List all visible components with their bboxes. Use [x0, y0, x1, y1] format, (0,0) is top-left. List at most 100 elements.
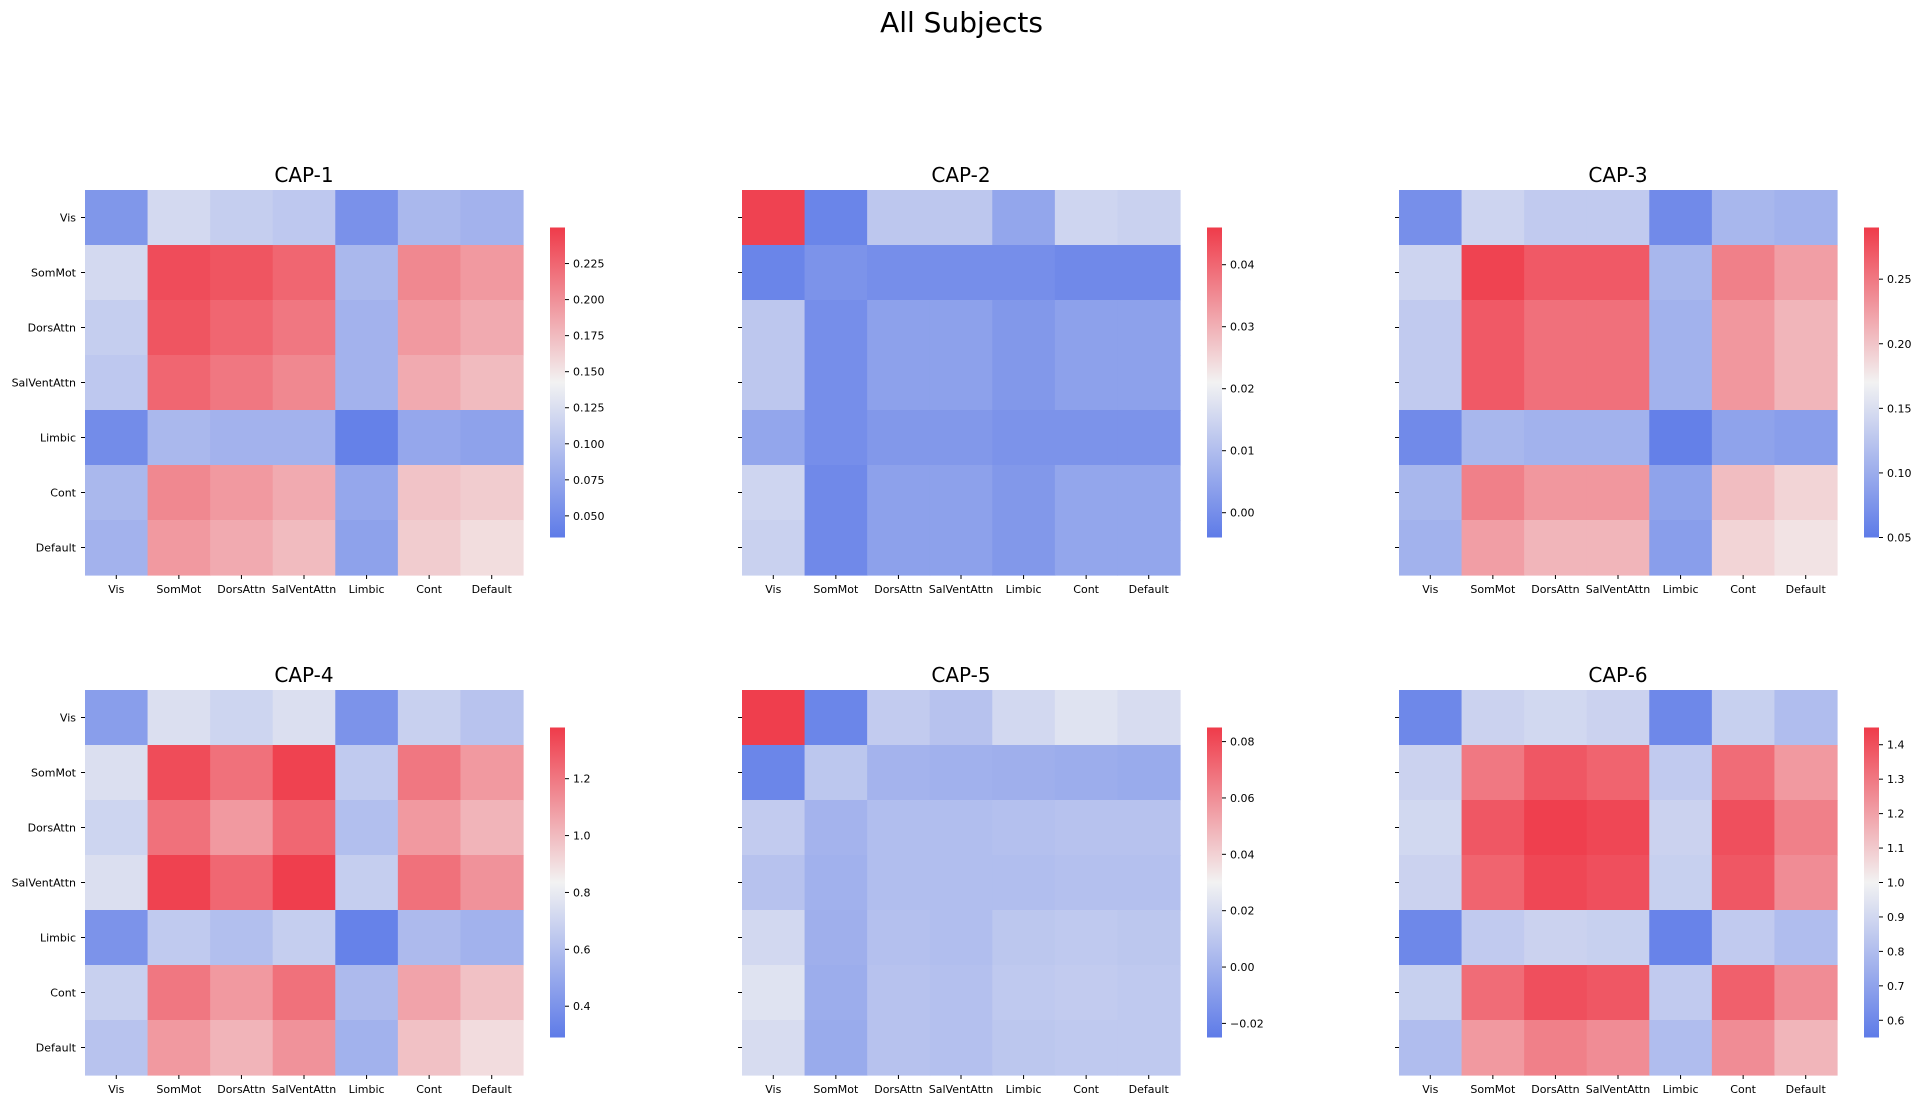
heatmap-cell: [992, 410, 1056, 466]
colorbar-tick-label: 0.04: [1230, 259, 1255, 272]
heatmap-cell: [804, 465, 868, 521]
colorbar-tick-label: 0.8: [573, 886, 591, 899]
heatmap-cell: [147, 355, 211, 411]
heatmap-cell: [1461, 690, 1525, 746]
heatmap-cell: [210, 190, 274, 246]
heatmap-cell: [992, 465, 1056, 521]
heatmap-cell: [929, 300, 993, 356]
heatmap-cell: [1711, 355, 1776, 411]
heatmap-cell: [460, 410, 524, 466]
heatmap-cell: [397, 690, 462, 746]
heatmap-cell: [742, 355, 806, 411]
x-tick-label: Limbic: [1006, 583, 1042, 596]
heatmap-panel-2: CAP-2 Vis SomMot DorsAttn SalVentAttn Limbic C…: [738, 163, 1255, 596]
panel-title: CAP-2: [931, 163, 990, 187]
colorbar: [550, 727, 565, 1038]
heatmap-cell: [335, 800, 399, 856]
heatmap-cell: [147, 965, 211, 1021]
colorbar-tick-label: 0.01: [1230, 445, 1255, 458]
heatmap-panel-5: CAP-5 Vis SomMot DorsAttn SalVentAttn Limbic C…: [738, 663, 1264, 1096]
panel-title: CAP-6: [1588, 663, 1647, 687]
heatmap-cell: [210, 520, 274, 576]
heatmap-cell: [85, 245, 149, 301]
heatmap-cell: [210, 465, 274, 521]
heatmap-cell: [929, 965, 993, 1021]
heatmap-cell: [1054, 745, 1119, 801]
colorbar-tick-label: 0.225: [573, 258, 605, 271]
x-tick-label: SalVentAttn: [929, 1083, 993, 1096]
heatmap-cell: [335, 190, 399, 246]
heatmap-cell: [272, 800, 336, 856]
heatmap-cell: [1649, 300, 1713, 356]
heatmap-cell: [1649, 245, 1713, 301]
x-tick-label: Vis: [108, 1083, 124, 1096]
heatmap-cell: [272, 855, 336, 911]
heatmap-cell: [147, 245, 211, 301]
heatmap-cell: [1399, 745, 1463, 801]
heatmap-cell: [929, 520, 993, 576]
x-tick-label: Cont: [1073, 1083, 1099, 1096]
heatmap-cell: [992, 1020, 1056, 1076]
heatmap-panel-6: CAP-6 Vis SomMot DorsAttn SalVentAttn Limbic C…: [1395, 663, 1905, 1096]
heatmap-cell: [867, 245, 931, 301]
heatmap-cell: [460, 190, 524, 246]
heatmap-cell: [1461, 745, 1525, 801]
heatmap-cell: [85, 465, 149, 521]
x-tick-label: Limbic: [1006, 1083, 1042, 1096]
heatmap-cell: [1054, 965, 1119, 1021]
y-tick-label: Vis: [60, 212, 76, 225]
heatmap-cell: [1774, 520, 1838, 576]
heatmap-cell: [867, 300, 931, 356]
heatmap-cell: [1711, 520, 1776, 576]
x-tick-label: Cont: [1730, 1083, 1756, 1096]
heatmap-cell: [804, 855, 868, 911]
heatmap-cell: [1461, 1020, 1525, 1076]
x-tick-label: SomMot: [156, 1083, 202, 1096]
heatmap-cell: [1399, 965, 1463, 1021]
heatmap-cell: [1117, 690, 1181, 746]
colorbar-tick-label: 0.6: [1887, 1014, 1905, 1027]
heatmap-cell: [742, 745, 806, 801]
heatmap-cell: [1586, 465, 1650, 521]
colorbar-tick-label: 0.8: [1887, 945, 1905, 958]
heatmap-cell: [1524, 690, 1588, 746]
x-tick-label: SalVentAttn: [272, 583, 336, 596]
heatmap-cell: [272, 690, 336, 746]
panel-title: CAP-4: [274, 663, 333, 687]
colorbar-tick-label: 1.0: [1887, 877, 1905, 890]
heatmap-cell: [867, 465, 931, 521]
colorbar-tick-label: 0.7: [1887, 980, 1905, 993]
heatmap-cell: [1586, 520, 1650, 576]
heatmap-cell: [1399, 355, 1463, 411]
heatmap-cell: [1586, 190, 1650, 246]
heatmap-cell: [1711, 745, 1776, 801]
heatmap-cell: [742, 520, 806, 576]
heatmap-cell: [460, 465, 524, 521]
heatmap-cell: [1649, 410, 1713, 466]
heatmap-cell: [867, 520, 931, 576]
heatmap-cell: [1054, 1020, 1119, 1076]
heatmap-cell: [1774, 410, 1838, 466]
x-tick-label: Vis: [765, 1083, 781, 1096]
heatmap-cell: [335, 745, 399, 801]
y-tick-label: Cont: [50, 487, 76, 500]
heatmap-cell: [460, 800, 524, 856]
y-tick-label: SalVentAttn: [12, 377, 76, 390]
heatmap-cell: [335, 690, 399, 746]
heatmap-cell: [742, 245, 806, 301]
heatmap-cell: [929, 410, 993, 466]
heatmap-cell: [992, 910, 1056, 966]
heatmap-cell: [804, 690, 868, 746]
heatmap-cell: [335, 965, 399, 1021]
heatmap-cell: [1461, 800, 1525, 856]
heatmap-cell: [272, 1020, 336, 1076]
x-tick-label: SomMot: [156, 583, 202, 596]
heatmap-cell: [335, 465, 399, 521]
heatmap-cell: [397, 855, 462, 911]
heatmap-cell: [867, 1020, 931, 1076]
heatmap-cell: [1586, 245, 1650, 301]
x-tick-label: DorsAttn: [874, 583, 922, 596]
heatmap-cell: [272, 520, 336, 576]
heatmap-cell: [1054, 910, 1119, 966]
heatmap-cell: [85, 300, 149, 356]
